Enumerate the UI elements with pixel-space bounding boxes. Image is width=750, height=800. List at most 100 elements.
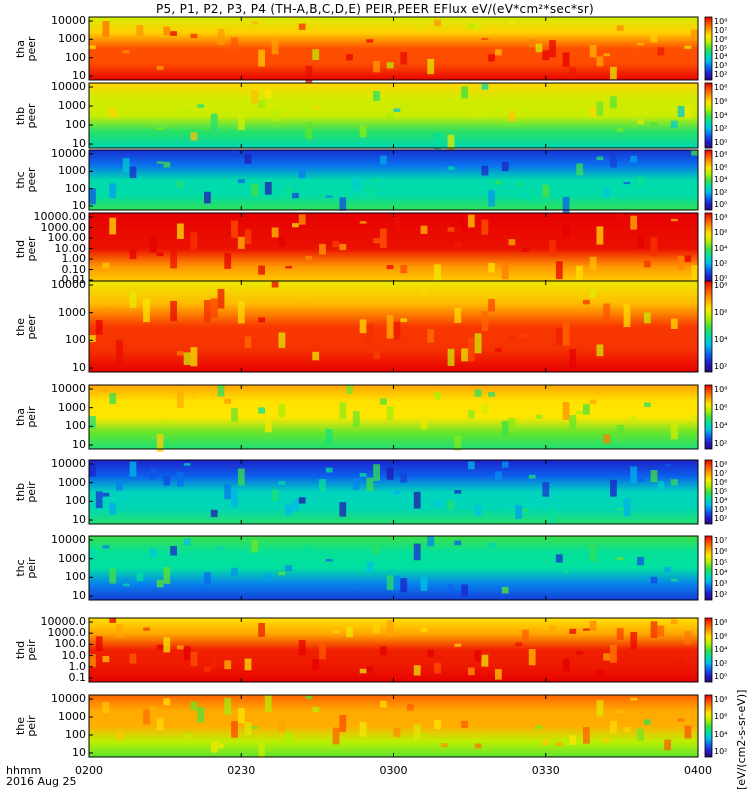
colorbar-tick-label: 10⁶ — [714, 478, 728, 487]
speckle — [447, 500, 455, 511]
speckle — [413, 665, 421, 676]
speckle — [278, 236, 286, 247]
speckle — [204, 666, 211, 673]
speckle — [650, 237, 658, 257]
speckle — [447, 166, 455, 170]
speckle — [305, 255, 313, 260]
speckle — [373, 178, 380, 182]
y-tick-label: 1000 — [58, 551, 86, 565]
speckle — [603, 434, 611, 444]
speckle — [400, 473, 408, 483]
colorbar-tick-label: 10⁴ — [714, 52, 728, 62]
speckle — [231, 407, 238, 422]
speckle — [143, 627, 150, 631]
colorbar — [704, 694, 713, 758]
speckle — [447, 227, 455, 232]
speckle — [271, 227, 279, 238]
speckle — [467, 461, 475, 470]
speckle — [616, 213, 624, 222]
speckle — [583, 628, 590, 631]
speckle — [109, 568, 117, 584]
colorbar-tick-label: 10⁸ — [714, 281, 728, 290]
speckle — [217, 288, 225, 309]
speckle — [319, 643, 326, 660]
speckle — [400, 578, 408, 593]
speckle — [650, 621, 658, 638]
speckle — [637, 42, 644, 46]
speckle — [224, 398, 232, 404]
speckle — [440, 743, 448, 748]
speckle — [116, 729, 123, 741]
speckle — [684, 255, 692, 262]
speckle — [427, 536, 435, 547]
colorbar-tick-label: 10⁷ — [714, 536, 728, 545]
spectrogram-panel — [88, 617, 699, 683]
speckle — [447, 584, 455, 593]
speckle — [373, 61, 380, 73]
speckle — [258, 623, 265, 637]
speckle — [610, 479, 617, 497]
speckle — [488, 54, 495, 62]
panel-label: tha peir — [14, 406, 38, 428]
y-tick-label: 100 — [65, 419, 86, 433]
speckle — [508, 239, 516, 246]
speckle — [380, 646, 387, 656]
speckle — [359, 721, 367, 737]
speckle — [616, 709, 624, 714]
speckle — [244, 336, 252, 348]
speckle — [102, 492, 110, 497]
speckle — [129, 249, 137, 260]
colorbar-tick-label: 10⁸ — [714, 618, 728, 627]
speckle — [630, 466, 638, 484]
speckle — [271, 110, 279, 121]
speckle — [149, 706, 157, 717]
speckle — [467, 337, 475, 362]
y-tick-label: 1000.0 — [47, 626, 87, 640]
speckle — [163, 161, 171, 168]
speckle — [670, 421, 678, 440]
colorbar — [704, 280, 713, 373]
speckle — [691, 415, 698, 418]
speckle — [610, 96, 617, 109]
speckle — [413, 724, 421, 740]
colorbar-tick-label: 10² — [714, 258, 728, 268]
speckle — [177, 390, 184, 409]
speckle — [373, 238, 380, 244]
speckle — [488, 542, 495, 549]
speckle — [400, 265, 408, 274]
colorbar-tick-label: 10⁶ — [714, 712, 728, 722]
y-tick-label: 1000.00 — [40, 220, 87, 234]
y-tick-label: 10000.0 — [40, 615, 87, 628]
speckle — [589, 399, 597, 404]
speckle — [562, 52, 570, 67]
colorbar-tick-label: 10² — [714, 747, 728, 756]
speckle — [197, 707, 205, 723]
speckle — [149, 467, 157, 480]
spectrogram-panel — [88, 16, 699, 83]
speckle — [102, 702, 110, 713]
speckle — [461, 720, 468, 729]
speckle — [359, 221, 367, 224]
speckle — [251, 726, 259, 729]
y-tick-label: 1000 — [58, 305, 86, 319]
panel-label: thd peir — [14, 639, 38, 661]
speckle — [312, 49, 320, 60]
speckle — [569, 415, 577, 430]
speckle — [258, 100, 265, 108]
colorbar-tick-label: 10⁷ — [714, 25, 728, 35]
speckle — [528, 474, 536, 479]
speckle — [339, 402, 347, 419]
colorbar — [704, 16, 713, 81]
speckle — [373, 91, 380, 101]
speckle — [596, 156, 604, 161]
speckle — [691, 150, 698, 156]
colorbar — [704, 535, 713, 601]
speckle — [285, 565, 292, 571]
speckle — [339, 197, 347, 211]
speckle — [366, 477, 374, 492]
colorbar-tick-label: 10⁸ — [714, 385, 728, 394]
panel-label: thc peer — [14, 167, 38, 193]
speckle — [298, 23, 306, 30]
speckle — [670, 479, 678, 486]
speckle — [163, 637, 171, 653]
